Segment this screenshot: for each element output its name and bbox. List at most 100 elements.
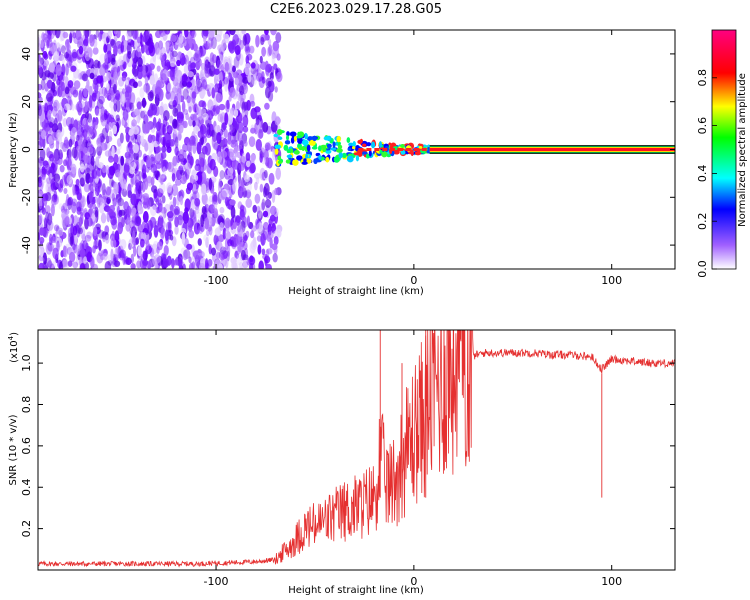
heatmap-cell <box>218 103 226 111</box>
heatmap-cell <box>142 44 149 53</box>
snr-xtick-label: 100 <box>601 575 622 588</box>
heatmap-cell <box>405 148 411 151</box>
heatmap-cell <box>56 132 63 139</box>
heatmap-cell <box>245 198 253 209</box>
heatmap-cell <box>218 80 223 88</box>
heatmap-cell <box>38 158 42 170</box>
heatmap-cell <box>176 111 184 124</box>
heatmap-cell <box>121 94 125 107</box>
heatmap-cell <box>41 207 46 215</box>
heatmap-cell <box>99 53 106 65</box>
heatmap-cell <box>212 143 219 150</box>
heatmap-cell <box>119 209 126 216</box>
heatmap-cell <box>274 187 279 196</box>
heatmap-cell <box>187 71 194 78</box>
heatmap-cell <box>177 93 182 105</box>
heatmap-cell <box>265 144 269 152</box>
heatmap-cell <box>121 119 126 126</box>
heatmap-cell <box>260 202 266 211</box>
heatmap-cell <box>128 102 133 110</box>
heatmap-cell <box>118 183 122 196</box>
heatmap-cell <box>156 121 161 132</box>
heatmap-cell <box>109 165 116 176</box>
heatmap-cell <box>140 232 147 240</box>
heatmap-cell <box>194 50 201 62</box>
heatmap-cell <box>59 73 65 87</box>
heatmap-cell <box>246 215 251 227</box>
heatmap-cell <box>166 182 173 194</box>
heatmap-cell <box>301 139 309 146</box>
heatmap-cell <box>265 263 272 269</box>
heatmap-cell <box>153 224 159 238</box>
heatmap-cell <box>87 146 94 155</box>
heatmap-cell <box>244 247 249 259</box>
heatmap-cell <box>285 159 291 164</box>
heatmap-cell <box>266 234 271 242</box>
heatmap-cell <box>97 197 101 208</box>
heatmap-cell <box>255 115 260 126</box>
heatmap-cell <box>91 92 97 102</box>
spectrogram-ytick-label: 0 <box>20 146 33 153</box>
heatmap-cell <box>142 153 148 162</box>
heatmap-cell <box>249 100 256 107</box>
heatmap-cell <box>69 30 75 38</box>
heatmap-cell <box>149 216 157 228</box>
heatmap-cell <box>44 82 49 92</box>
heatmap-cell <box>188 230 195 239</box>
heatmap-cell <box>75 30 82 41</box>
heatmap-cell <box>271 53 276 66</box>
heatmap-cell <box>71 51 78 59</box>
heatmap-cell <box>163 245 169 256</box>
heatmap-cell <box>161 145 167 153</box>
heatmap-cell <box>41 176 47 184</box>
heatmap-cell <box>59 32 64 42</box>
heatmap-cell <box>275 32 282 44</box>
heatmap-cell <box>244 174 250 183</box>
heatmap-cell <box>235 62 240 69</box>
heatmap-cell <box>107 209 114 216</box>
heatmap-cell <box>98 95 105 105</box>
heatmap-cell <box>255 34 260 48</box>
heatmap-cell <box>59 164 65 173</box>
heatmap-cell <box>174 135 179 144</box>
heatmap-cell <box>162 69 168 82</box>
heatmap-cell <box>296 155 303 161</box>
heatmap-cell <box>346 155 354 163</box>
heatmap-cell <box>248 136 256 148</box>
heatmap-cell <box>179 161 184 168</box>
heatmap-cell <box>140 110 146 119</box>
heatmap-cell <box>90 256 95 268</box>
heatmap-cell <box>217 263 224 269</box>
heatmap-cell <box>216 241 223 252</box>
heatmap-cell <box>70 126 78 140</box>
heatmap-cell <box>223 76 229 85</box>
heatmap-cell <box>155 162 162 169</box>
heatmap-cell <box>242 227 246 237</box>
heatmap-cell <box>263 255 271 264</box>
heatmap-cell <box>83 154 89 164</box>
heatmap-cell <box>182 120 188 129</box>
heatmap-cell <box>67 232 74 245</box>
heatmap-cell <box>45 181 51 195</box>
heatmap-cell <box>113 30 118 35</box>
heatmap-cell <box>201 88 207 96</box>
heatmap-cell <box>84 212 90 220</box>
heatmap-cell <box>262 230 268 241</box>
heatmap-cell <box>115 247 121 255</box>
snr-axes: -100 0 100 0.2 0.4 0.6 0.8 1.0 <box>20 330 675 588</box>
heatmap-cell <box>346 137 351 144</box>
heatmap-cell <box>137 245 142 257</box>
heatmap-cell <box>178 149 185 160</box>
heatmap-cell <box>174 42 182 50</box>
heatmap-cell <box>38 105 43 117</box>
spectrogram-xtick-label: -100 <box>204 274 229 287</box>
heatmap-cell <box>43 217 48 230</box>
heatmap-cell <box>90 168 98 180</box>
heatmap-cell <box>96 137 103 147</box>
heatmap-cell <box>188 256 192 264</box>
heatmap-cell <box>112 124 118 135</box>
heatmap-cell <box>131 67 136 75</box>
heatmap-cell <box>179 195 184 206</box>
heatmap-cell <box>264 199 272 209</box>
heatmap-cell <box>223 128 228 139</box>
